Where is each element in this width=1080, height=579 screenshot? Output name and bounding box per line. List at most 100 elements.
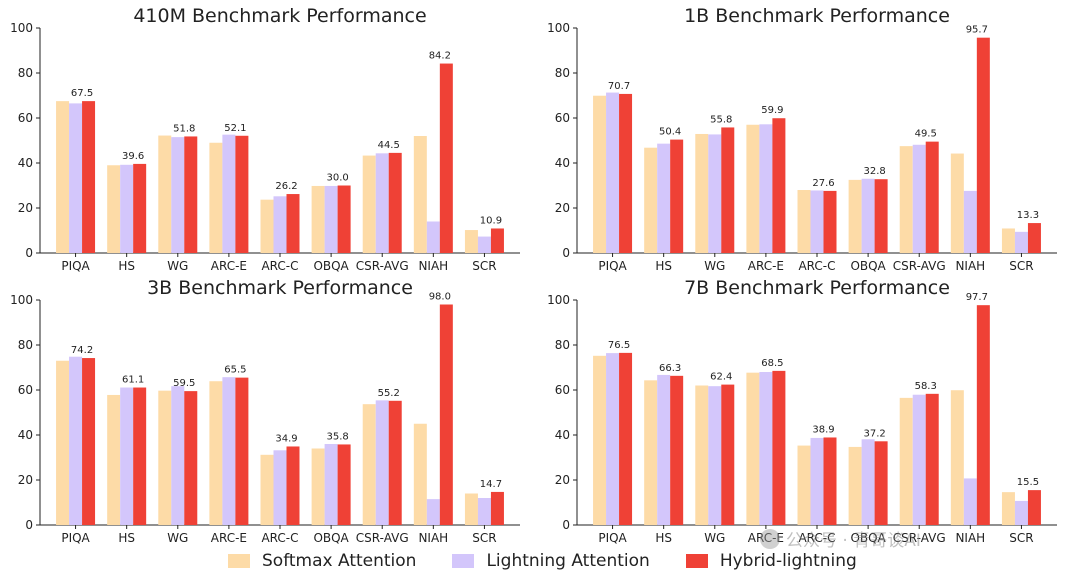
- bar-softmax-attention: [644, 380, 658, 525]
- y-tick-label: 60: [18, 111, 33, 125]
- bar-hybrid-lightning: [286, 194, 300, 253]
- y-tick-label: 80: [555, 66, 570, 80]
- bar-lightning-attention: [69, 103, 83, 253]
- bar-lightning-attention: [810, 437, 824, 525]
- bar-softmax-attention: [209, 142, 223, 253]
- bar-hybrid-lightning: [286, 446, 300, 525]
- data-label: 74.2: [71, 345, 93, 356]
- chart-title: 3B Benchmark Performance: [147, 277, 413, 299]
- data-label: 27.6: [812, 178, 834, 189]
- bar-hybrid-lightning: [670, 375, 684, 525]
- x-tick-label: ARC-C: [261, 259, 298, 273]
- bar-hybrid-lightning: [619, 93, 633, 253]
- bar-lightning-attention: [861, 178, 875, 253]
- x-tick-label: ARC-E: [748, 531, 784, 545]
- x-tick-label: NIAH: [418, 259, 448, 273]
- y-tick-label: 100: [10, 293, 33, 307]
- watermark-text: 公众号 · 青哥谈AI: [786, 531, 921, 551]
- bar-softmax-attention: [746, 124, 760, 253]
- bar-hybrid-lightning: [439, 63, 453, 253]
- bar-softmax-attention: [413, 423, 427, 525]
- bar-softmax-attention: [311, 185, 325, 253]
- chart-title: 1B Benchmark Performance: [684, 5, 950, 27]
- bar-hybrid-lightning: [82, 101, 96, 253]
- x-tick-label: ARC-E: [748, 259, 784, 273]
- bar-hybrid-lightning: [925, 141, 939, 253]
- bar-hybrid-lightning: [1027, 490, 1041, 525]
- bar-lightning-attention: [324, 185, 338, 253]
- bar-softmax-attention: [260, 199, 274, 253]
- legend-label-hybrid: Hybrid-lightning: [719, 551, 857, 571]
- data-label: 38.9: [812, 424, 834, 435]
- bar-hybrid-lightning: [133, 163, 147, 253]
- bar-softmax-attention: [848, 446, 862, 525]
- data-label: 37.2: [863, 428, 885, 439]
- data-label: 84.2: [429, 51, 451, 62]
- bar-hybrid-lightning: [235, 377, 249, 525]
- bar-softmax-attention: [593, 355, 607, 525]
- y-tick-label: 60: [555, 383, 570, 397]
- bar-lightning-attention: [963, 190, 977, 253]
- y-tick-label: 20: [18, 201, 33, 215]
- data-label: 50.4: [659, 127, 681, 138]
- data-label: 98.0: [429, 292, 451, 303]
- legend-label-softmax: Softmax Attention: [262, 551, 417, 571]
- data-label: 39.6: [122, 151, 144, 162]
- x-tick-label: ARC-C: [798, 259, 835, 273]
- chart-title: 410M Benchmark Performance: [133, 5, 426, 27]
- bar-softmax-attention: [311, 448, 325, 525]
- bar-lightning-attention: [657, 374, 671, 525]
- bar-lightning-attention: [963, 478, 977, 525]
- x-tick-label: PIQA: [61, 531, 90, 545]
- bar-hybrid-lightning: [976, 37, 990, 253]
- legend: Softmax Attention Lightning Attention Hy…: [228, 551, 857, 571]
- bar-softmax-attention: [899, 146, 913, 253]
- x-tick-label: PIQA: [598, 259, 627, 273]
- x-tick-label: PIQA: [598, 531, 627, 545]
- bar-hybrid-lightning: [925, 393, 939, 525]
- bar-hybrid-lightning: [670, 139, 684, 253]
- data-label: 30.0: [326, 173, 348, 184]
- data-label: 76.5: [608, 340, 630, 351]
- data-label: 68.5: [761, 358, 783, 369]
- y-tick-label: 100: [547, 21, 570, 35]
- bar-lightning-attention: [708, 386, 722, 525]
- bar-lightning-attention: [1014, 231, 1028, 253]
- x-tick-label: HS: [655, 259, 672, 273]
- y-tick-label: 80: [18, 66, 33, 80]
- bar-softmax-attention: [644, 147, 658, 253]
- bar-lightning-attention: [69, 356, 83, 525]
- bar-softmax-attention: [362, 404, 376, 525]
- bar-hybrid-lightning: [874, 179, 888, 253]
- legend-item-lightning: Lightning Attention: [452, 551, 650, 571]
- bar-hybrid-lightning: [490, 491, 504, 525]
- bar-softmax-attention: [56, 360, 70, 525]
- bar-softmax-attention: [746, 372, 760, 525]
- bar-lightning-attention: [120, 164, 134, 253]
- y-tick-label: 20: [555, 473, 570, 487]
- bar-hybrid-lightning: [874, 441, 888, 525]
- bar-softmax-attention: [899, 397, 913, 525]
- bar-lightning-attention: [1014, 500, 1028, 525]
- bar-lightning-attention: [477, 498, 491, 525]
- bar-hybrid-lightning: [976, 305, 990, 525]
- bar-softmax-attention: [260, 454, 274, 525]
- bar-softmax-attention: [464, 493, 478, 525]
- x-tick-label: CSR-AVG: [893, 259, 946, 273]
- bar-hybrid-lightning: [337, 444, 351, 525]
- bar-softmax-attention: [107, 394, 121, 525]
- x-tick-label: SCR: [1009, 531, 1033, 545]
- data-label: 14.7: [480, 479, 502, 490]
- x-tick-label: WG: [704, 531, 725, 545]
- legend-swatch-softmax: [228, 554, 250, 568]
- y-tick-label: 100: [547, 293, 570, 307]
- bar-lightning-attention: [810, 190, 824, 253]
- bar-lightning-attention: [426, 221, 440, 253]
- bar-lightning-attention: [912, 144, 926, 253]
- bar-hybrid-lightning: [772, 370, 786, 525]
- x-tick-label: HS: [655, 531, 672, 545]
- y-tick-label: 0: [25, 246, 33, 260]
- bar-lightning-attention: [120, 387, 134, 525]
- bar-softmax-attention: [56, 101, 70, 253]
- bar-lightning-attention: [759, 372, 773, 525]
